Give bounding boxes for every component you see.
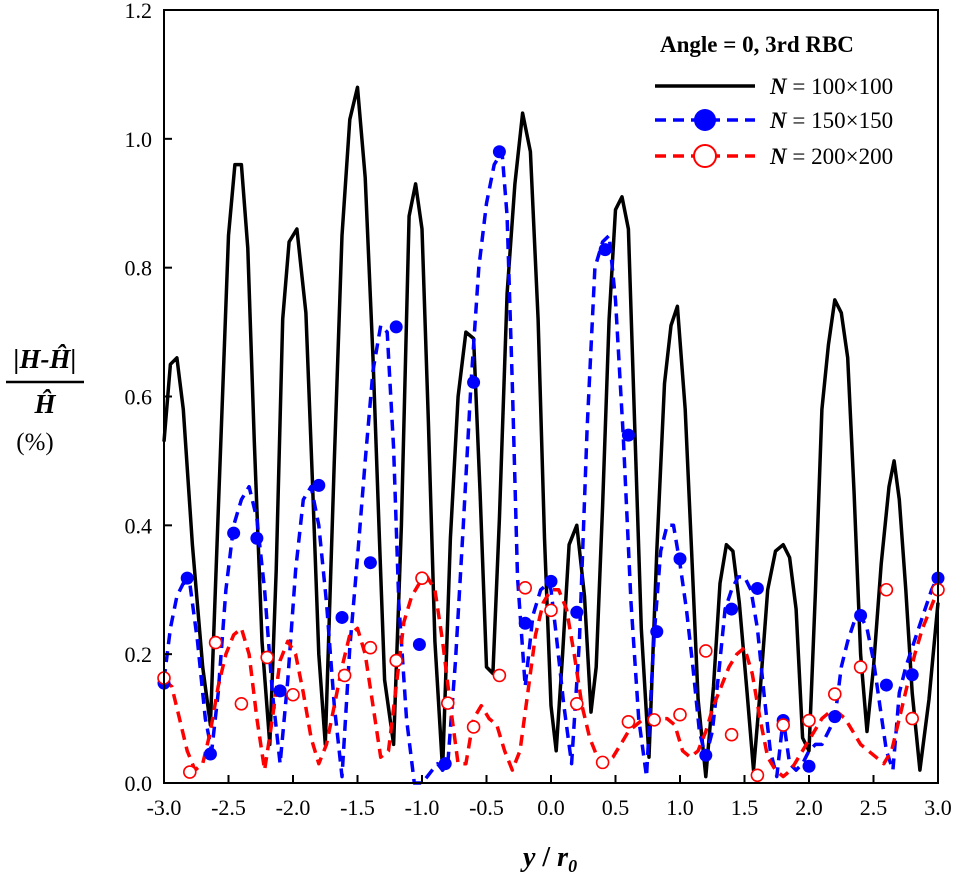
x-tick-label: 1.0	[666, 795, 694, 820]
x-tick-label: -1.0	[405, 795, 440, 820]
series-150x150-line	[162, 149, 940, 785]
y-tick-label: 0.2	[125, 642, 153, 667]
x-tick-label: -3.0	[147, 795, 182, 820]
marker-150x150	[650, 625, 664, 639]
y-tick-label: 1.2	[125, 0, 153, 23]
marker-200x200	[879, 582, 894, 597]
marker-200x200	[518, 581, 533, 595]
marker-150x150	[879, 678, 893, 692]
y-tick-label: 0.6	[125, 385, 153, 410]
x-tick-label: 3.0	[924, 795, 952, 820]
marker-150x150	[725, 602, 739, 616]
x-tick-label: -2.0	[276, 795, 311, 820]
marker-200x200	[544, 603, 558, 618]
marker-150x150	[854, 609, 868, 623]
marker-150x150	[518, 616, 532, 630]
marker-150x150	[570, 605, 584, 619]
marker-200x200	[234, 696, 249, 711]
legend-label-100: N = 100×100	[769, 74, 893, 99]
marker-150x150	[227, 526, 241, 540]
marker-200x200	[776, 718, 791, 732]
marker-150x150	[273, 684, 287, 698]
x-tick-label: 0.0	[537, 795, 565, 820]
y-tick-label: 0.0	[125, 771, 153, 796]
x-tick-label: -0.5	[469, 795, 504, 820]
marker-200x200	[569, 696, 584, 711]
legend-label-150: N = 150×150	[769, 108, 893, 133]
marker-200x200	[724, 727, 739, 742]
y-tick-label: 0.8	[125, 256, 153, 281]
y-axis-denominator: Ĥ	[33, 389, 56, 419]
marker-150x150	[750, 581, 764, 595]
marker-150x150	[250, 531, 264, 545]
marker-200x200	[802, 713, 816, 728]
marker-150x150	[312, 478, 326, 492]
y-tick-label: 1.0	[125, 127, 153, 152]
marker-150x150	[905, 668, 919, 682]
marker-200x200	[595, 755, 610, 770]
x-tick-label: 1.5	[731, 795, 759, 820]
series-layer	[162, 85, 940, 785]
marker-200x200	[673, 707, 687, 722]
marker-200x200	[647, 713, 662, 727]
marker-150x150	[544, 574, 558, 588]
marker-150x150	[598, 243, 612, 257]
x-tick-label: 2.0	[795, 795, 823, 820]
marker-150x150	[828, 710, 842, 724]
series-100x100-line	[162, 85, 940, 779]
marker-200x200	[492, 668, 507, 683]
marker-200x200	[183, 765, 197, 779]
marker-150x150	[438, 757, 452, 771]
marker-200x200	[260, 650, 275, 665]
marker-200x200	[337, 668, 352, 683]
legend-title: Angle = 0, 3rd RBC	[660, 32, 854, 57]
axes-layer: 0.0 0.2 0.4 0.6 0.8 1.0 1.2 -3.0 -2.5 -2.0 -1.5 -1.…	[125, 0, 952, 820]
marker-200x200	[621, 715, 636, 729]
y-tick-label: 0.4	[125, 513, 153, 538]
marker-200x200	[466, 720, 481, 734]
marker-150x150	[389, 320, 403, 334]
marker-150x150	[363, 556, 377, 570]
x-tick-label: -2.5	[211, 795, 246, 820]
marker-150x150	[180, 571, 194, 585]
marker-200x200	[363, 640, 378, 655]
marker-150x150	[412, 638, 426, 652]
x-axis-label: y / r0	[520, 842, 577, 873]
marker-150x150	[802, 759, 816, 773]
marker-150x150	[673, 552, 687, 566]
legend-marker-150	[694, 109, 716, 131]
marker-200x200	[208, 635, 223, 650]
marker-150x150	[467, 375, 481, 389]
marker-200x200	[286, 687, 300, 702]
marker-200x200	[389, 653, 404, 668]
y-axis-unit: (%)	[16, 429, 53, 456]
legend-marker-200	[693, 144, 717, 168]
marker-150x150	[621, 428, 635, 442]
marker-200x200	[905, 711, 920, 726]
marker-150x150	[335, 610, 349, 624]
marker-150x150	[492, 145, 506, 159]
marker-200x200	[750, 768, 765, 783]
y-axis-label: |H-Ĥ| Ĥ (%)	[6, 344, 84, 456]
marker-200x200	[440, 696, 455, 710]
marker-150x150	[699, 748, 713, 762]
markers-layer	[157, 145, 945, 783]
legend: Angle = 0, 3rd RBC N = 100×100 N = 150×1…	[655, 32, 893, 169]
x-tick-label: 2.5	[860, 795, 888, 820]
x-tick-label: -1.5	[340, 795, 375, 820]
marker-150x150	[203, 747, 217, 761]
y-axis-numerator: |H-Ĥ|	[14, 344, 77, 374]
marker-200x200	[827, 687, 842, 701]
marker-200x200	[698, 644, 713, 658]
x-tick-label: 0.5	[602, 795, 630, 820]
marker-200x200	[853, 660, 868, 674]
marker-200x200	[415, 571, 429, 585]
legend-label-200: N = 200×200	[769, 144, 893, 169]
